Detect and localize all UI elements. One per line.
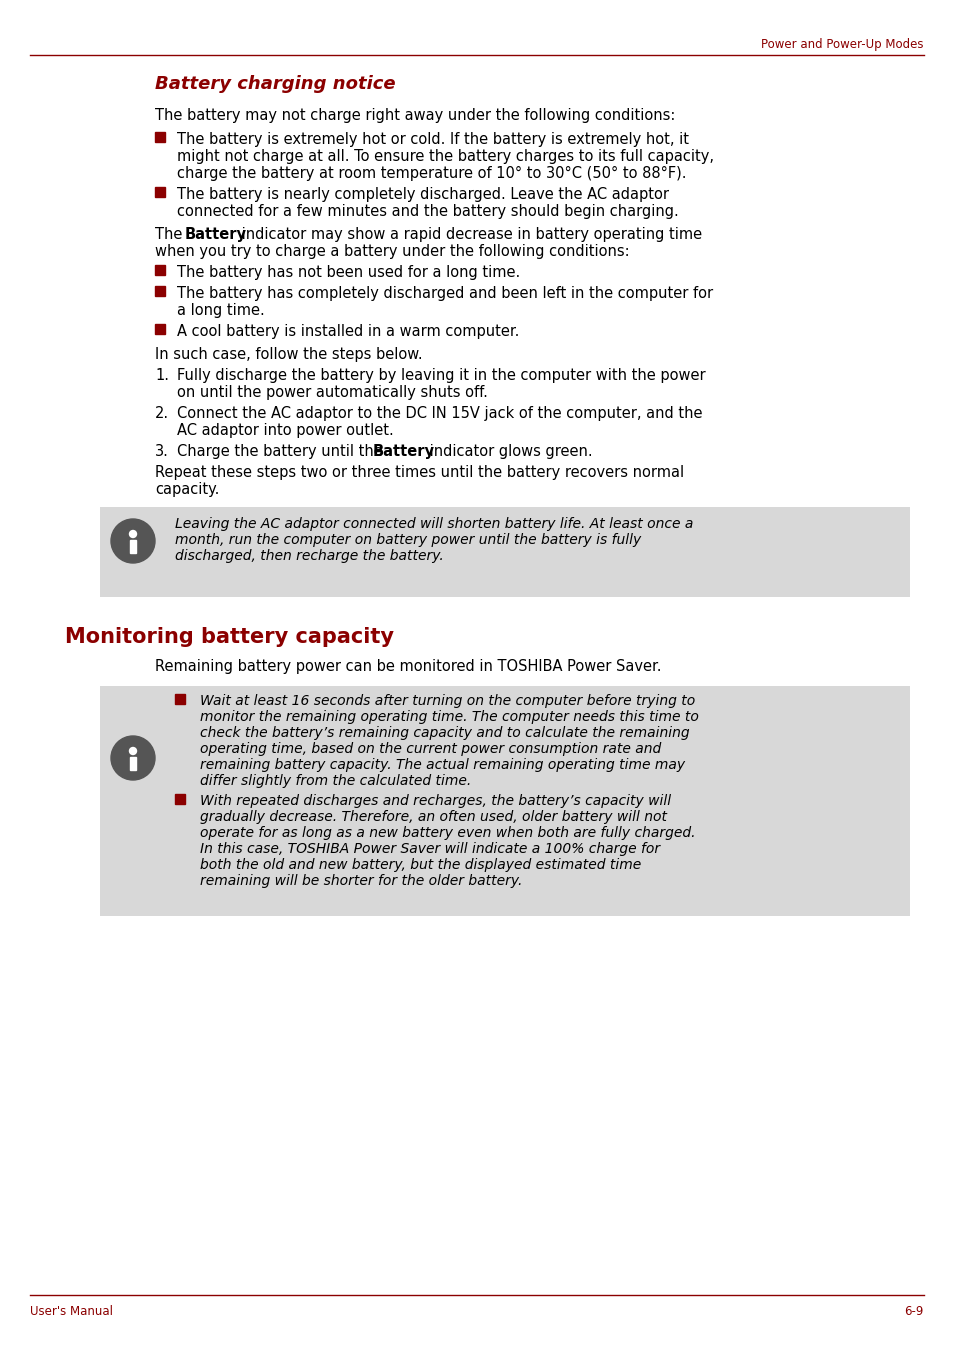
- Text: monitor the remaining operating time. The computer needs this time to: monitor the remaining operating time. Th…: [200, 710, 699, 725]
- Bar: [154, 265, 165, 274]
- Text: both the old and new battery, but the displayed estimated time: both the old and new battery, but the di…: [200, 859, 640, 872]
- Text: when you try to charge a battery under the following conditions:: when you try to charge a battery under t…: [154, 243, 629, 260]
- Bar: [154, 324, 165, 334]
- Bar: [100, 685, 909, 917]
- Bar: [130, 757, 136, 771]
- Text: gradually decrease. Therefore, an often used, older battery will not: gradually decrease. Therefore, an often …: [200, 810, 666, 823]
- Text: Battery charging notice: Battery charging notice: [154, 74, 395, 93]
- Text: Remaining battery power can be monitored in TOSHIBA Power Saver.: Remaining battery power can be monitored…: [154, 658, 660, 675]
- Text: The battery is nearly completely discharged. Leave the AC adaptor: The battery is nearly completely dischar…: [177, 187, 668, 201]
- Text: indicator glows green.: indicator glows green.: [424, 443, 592, 458]
- Text: month, run the computer on battery power until the battery is fully: month, run the computer on battery power…: [174, 533, 640, 548]
- Text: charge the battery at room temperature of 10° to 30°C (50° to 88°F).: charge the battery at room temperature o…: [177, 166, 686, 181]
- Text: Connect the AC adaptor to the DC IN 15V jack of the computer, and the: Connect the AC adaptor to the DC IN 15V …: [177, 406, 701, 420]
- Text: In such case, follow the steps below.: In such case, follow the steps below.: [154, 347, 422, 362]
- Text: on until the power automatically shuts off.: on until the power automatically shuts o…: [177, 385, 487, 400]
- Text: A cool battery is installed in a warm computer.: A cool battery is installed in a warm co…: [177, 324, 518, 339]
- Text: might not charge at all. To ensure the battery charges to its full capacity,: might not charge at all. To ensure the b…: [177, 149, 713, 164]
- Text: Leaving the AC adaptor connected will shorten battery life. At least once a: Leaving the AC adaptor connected will sh…: [174, 516, 693, 531]
- Text: With repeated discharges and recharges, the battery’s capacity will: With repeated discharges and recharges, …: [200, 794, 670, 808]
- Text: check the battery’s remaining capacity and to calculate the remaining: check the battery’s remaining capacity a…: [200, 726, 689, 740]
- Text: connected for a few minutes and the battery should begin charging.: connected for a few minutes and the batt…: [177, 204, 678, 219]
- Circle shape: [111, 519, 154, 562]
- Text: Battery: Battery: [185, 227, 247, 242]
- Text: Battery: Battery: [373, 443, 435, 458]
- Text: operating time, based on the current power consumption rate and: operating time, based on the current pow…: [200, 742, 660, 756]
- Text: operate for as long as a new battery even when both are fully charged.: operate for as long as a new battery eve…: [200, 826, 695, 840]
- Text: Repeat these steps two or three times until the battery recovers normal: Repeat these steps two or three times un…: [154, 465, 683, 480]
- Bar: [100, 507, 909, 598]
- Text: Fully discharge the battery by leaving it in the computer with the power: Fully discharge the battery by leaving i…: [177, 368, 705, 383]
- Text: The battery may not charge right away under the following conditions:: The battery may not charge right away un…: [154, 108, 675, 123]
- Text: indicator may show a rapid decrease in battery operating time: indicator may show a rapid decrease in b…: [236, 227, 701, 242]
- Bar: [154, 187, 165, 197]
- Bar: [174, 694, 185, 704]
- Text: 2.: 2.: [154, 406, 169, 420]
- Circle shape: [111, 735, 154, 780]
- Text: User's Manual: User's Manual: [30, 1305, 112, 1318]
- Text: The: The: [154, 227, 187, 242]
- Bar: [154, 287, 165, 296]
- Text: 6-9: 6-9: [903, 1305, 923, 1318]
- Bar: [174, 794, 185, 804]
- Text: 3.: 3.: [154, 443, 169, 458]
- Text: AC adaptor into power outlet.: AC adaptor into power outlet.: [177, 423, 394, 438]
- Text: The battery is extremely hot or cold. If the battery is extremely hot, it: The battery is extremely hot or cold. If…: [177, 132, 688, 147]
- Text: 1.: 1.: [154, 368, 169, 383]
- Text: differ slightly from the calculated time.: differ slightly from the calculated time…: [200, 773, 471, 788]
- Text: Charge the battery until the: Charge the battery until the: [177, 443, 387, 458]
- Text: capacity.: capacity.: [154, 483, 219, 498]
- Circle shape: [130, 748, 136, 754]
- Bar: [154, 132, 165, 142]
- Text: Power and Power-Up Modes: Power and Power-Up Modes: [760, 38, 923, 51]
- Text: Wait at least 16 seconds after turning on the computer before trying to: Wait at least 16 seconds after turning o…: [200, 694, 695, 708]
- Text: The battery has completely discharged and been left in the computer for: The battery has completely discharged an…: [177, 287, 713, 301]
- Text: a long time.: a long time.: [177, 303, 265, 318]
- Text: remaining will be shorter for the older battery.: remaining will be shorter for the older …: [200, 873, 522, 888]
- Circle shape: [130, 530, 136, 538]
- Text: Monitoring battery capacity: Monitoring battery capacity: [65, 627, 394, 648]
- Bar: [130, 539, 136, 553]
- Text: remaining battery capacity. The actual remaining operating time may: remaining battery capacity. The actual r…: [200, 758, 684, 772]
- Text: discharged, then recharge the battery.: discharged, then recharge the battery.: [174, 549, 443, 562]
- Text: In this case, TOSHIBA Power Saver will indicate a 100% charge for: In this case, TOSHIBA Power Saver will i…: [200, 842, 659, 856]
- Text: The battery has not been used for a long time.: The battery has not been used for a long…: [177, 265, 519, 280]
